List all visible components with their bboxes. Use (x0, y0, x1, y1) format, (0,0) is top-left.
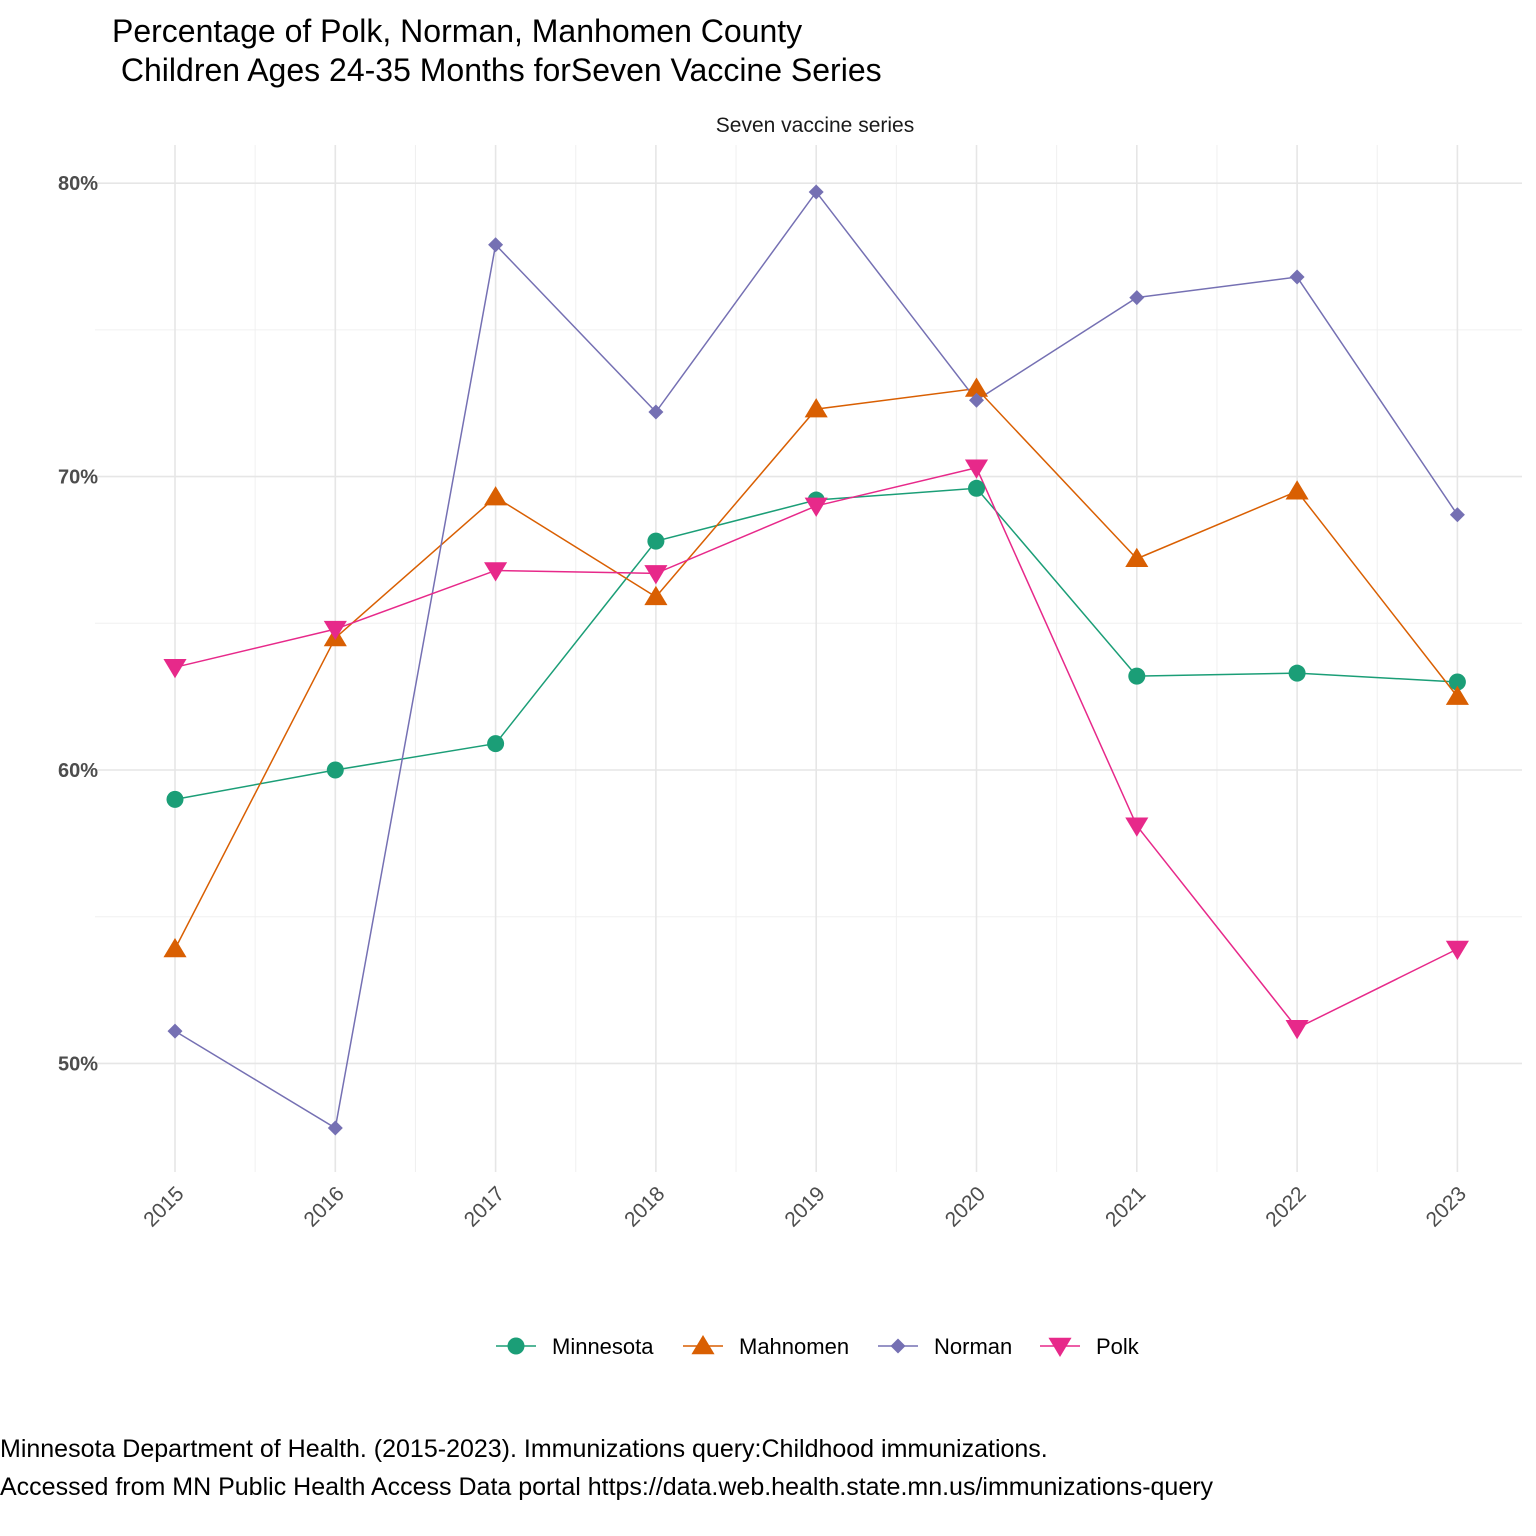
chart-title: Percentage of Polk, Norman, Manhomen Cou… (112, 12, 882, 90)
point-mahnomen-2020 (964, 377, 989, 397)
y-axis: 50% 60% 70% 80% (58, 173, 98, 1075)
point-polk-2020 (964, 459, 989, 479)
x-tick-label: 2018 (620, 1182, 669, 1231)
x-tick-label: 2023 (1422, 1182, 1471, 1231)
point-norman-2018 (648, 404, 664, 420)
point-norman-2022 (1289, 269, 1305, 285)
chart-title-line2: Children Ages 24-35 Months forSeven Vacc… (112, 52, 882, 88)
point-norman-2021 (1129, 290, 1145, 306)
source-line1: Minnesota Department of Health. (2015-20… (0, 1435, 1048, 1463)
point-minnesota-2023 (1448, 673, 1466, 691)
point-mahnomen-2022 (1285, 480, 1309, 500)
x-tick-label: 2021 (1101, 1182, 1150, 1231)
point-mahnomen-2018 (644, 585, 668, 606)
x-tick-label: 2019 (780, 1182, 829, 1231)
point-polk-2019 (804, 497, 828, 517)
point-norman-2016 (327, 1120, 343, 1136)
point-polk-2021 (1125, 817, 1149, 837)
chart-title-line1: Percentage of Polk, Norman, Manhomen Cou… (112, 13, 803, 49)
x-tick-label: 2016 (300, 1182, 349, 1231)
point-polk-2022 (1285, 1019, 1309, 1040)
grid-major (95, 145, 1522, 1172)
legend-marker-polk (1048, 1337, 1072, 1357)
y-tick-label: 50% (58, 1053, 98, 1075)
point-mahnomen-2021 (1125, 547, 1149, 567)
point-polk-2015 (163, 659, 187, 679)
point-polk-2023 (1445, 940, 1469, 960)
facet-label: Seven vaccine series (716, 114, 914, 137)
point-minnesota-2021 (1128, 667, 1146, 685)
y-tick-label: 60% (58, 760, 98, 782)
point-mahnomen-2017 (484, 486, 508, 506)
x-tick-label: 2020 (941, 1182, 990, 1231)
legend-marker-norman (890, 1338, 906, 1354)
x-tick-label: 2017 (460, 1182, 509, 1231)
point-minnesota-2020 (968, 479, 985, 497)
x-axis: 2015 2016 2017 2018 2019 2020 2021 2022 2023 (139, 1182, 1471, 1231)
point-minnesota-2022 (1288, 664, 1306, 682)
grid-minor (95, 145, 1522, 1172)
point-norman-2017 (488, 237, 504, 253)
source-line2: Accessed from MN Public Health Access Da… (0, 1473, 1214, 1501)
series-points (163, 184, 1469, 1136)
point-norman-2015 (167, 1023, 183, 1039)
point-norman-2019 (808, 184, 824, 200)
legend-label-minnesota: Minnesota (552, 1334, 654, 1359)
point-minnesota-2015 (166, 790, 184, 808)
y-tick-label: 70% (58, 467, 98, 489)
legend-label-polk: Polk (1096, 1334, 1140, 1359)
x-tick-label: 2015 (139, 1182, 188, 1231)
legend-marker-mahnomen (691, 1335, 715, 1355)
point-minnesota-2017 (487, 735, 505, 753)
point-norman-2023 (1449, 507, 1465, 523)
point-norman-2020 (969, 392, 984, 408)
point-polk-2018 (644, 565, 668, 585)
legend-label-norman: Norman (934, 1334, 1012, 1359)
point-polk-2017 (484, 562, 508, 582)
x-tick-label: 2022 (1261, 1182, 1310, 1231)
y-tick-label: 80% (58, 173, 98, 195)
line-chart: Seven vaccine series 50%60%70%80% 2015 20… (58, 114, 1522, 1359)
point-mahnomen-2015 (163, 937, 187, 958)
legend-label-mahnomen: Mahnomen (739, 1334, 849, 1359)
point-mahnomen-2023 (1445, 685, 1469, 705)
point-polk-2016 (323, 620, 347, 641)
point-minnesota-2016 (326, 761, 344, 779)
point-minnesota-2018 (647, 532, 665, 550)
source-note: Minnesota Department of Health. (2015-20… (0, 1430, 1213, 1506)
legend-marker-minnesota (507, 1337, 525, 1355)
point-mahnomen-2019 (804, 398, 828, 418)
legend: Minnesota Mahnomen Norman Polk (496, 1334, 1140, 1359)
